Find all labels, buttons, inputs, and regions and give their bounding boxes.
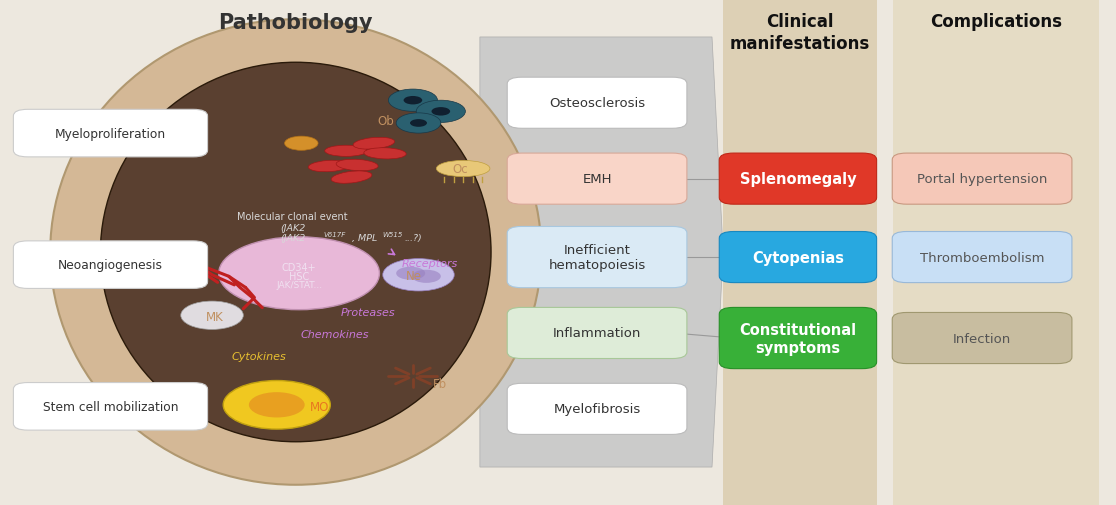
FancyBboxPatch shape [13, 110, 208, 158]
Text: Portal hypertension: Portal hypertension [917, 173, 1047, 186]
Ellipse shape [325, 146, 367, 157]
Circle shape [396, 267, 425, 280]
Text: Neoangiogenesis: Neoangiogenesis [58, 259, 163, 272]
Circle shape [219, 237, 379, 310]
Polygon shape [480, 38, 723, 467]
Circle shape [388, 90, 437, 112]
FancyBboxPatch shape [723, 0, 877, 505]
Text: Fb: Fb [433, 377, 448, 390]
Text: MK: MK [205, 311, 223, 324]
Ellipse shape [353, 138, 395, 150]
FancyBboxPatch shape [893, 313, 1072, 364]
Circle shape [432, 108, 450, 116]
FancyBboxPatch shape [13, 383, 208, 430]
Text: Ne: Ne [406, 270, 422, 283]
Text: Cytopenias: Cytopenias [752, 250, 844, 265]
FancyBboxPatch shape [507, 308, 687, 359]
Text: Inefficient
hematopoiesis: Inefficient hematopoiesis [548, 243, 646, 272]
Text: Inflammation: Inflammation [552, 327, 642, 340]
Circle shape [249, 392, 305, 418]
Ellipse shape [436, 161, 490, 177]
Ellipse shape [100, 63, 491, 442]
Text: Thromboembolism: Thromboembolism [920, 251, 1045, 264]
Ellipse shape [50, 20, 541, 485]
Text: Complications: Complications [930, 13, 1062, 31]
Text: V617F: V617F [324, 231, 346, 237]
Text: JAK/STAT...: JAK/STAT... [276, 281, 323, 290]
Text: CD34+: CD34+ [281, 263, 317, 273]
Text: Cytokines: Cytokines [231, 351, 287, 361]
FancyBboxPatch shape [507, 384, 687, 434]
Text: Proteases: Proteases [341, 307, 395, 317]
Text: ...?): ...?) [404, 234, 422, 243]
Text: Osteosclerosis: Osteosclerosis [549, 97, 645, 110]
Text: W515: W515 [383, 231, 403, 237]
Text: Pathobiology: Pathobiology [219, 13, 373, 33]
Text: Constitutional
symptoms: Constitutional symptoms [740, 322, 856, 355]
Circle shape [396, 114, 441, 134]
FancyBboxPatch shape [893, 232, 1072, 283]
Circle shape [410, 120, 427, 128]
Text: Receptors: Receptors [402, 259, 458, 269]
Ellipse shape [336, 160, 378, 171]
Text: Chemokines: Chemokines [300, 329, 369, 339]
FancyBboxPatch shape [719, 232, 877, 283]
FancyBboxPatch shape [507, 154, 687, 205]
Circle shape [383, 259, 454, 291]
FancyBboxPatch shape [507, 78, 687, 129]
Circle shape [404, 97, 422, 105]
Text: MO: MO [310, 400, 329, 414]
Text: Molecular clonal event: Molecular clonal event [237, 211, 348, 221]
Text: (JAK2: (JAK2 [280, 234, 305, 243]
FancyBboxPatch shape [13, 241, 208, 289]
Circle shape [181, 301, 243, 330]
Text: HSC: HSC [289, 272, 309, 282]
Ellipse shape [285, 137, 318, 151]
FancyBboxPatch shape [719, 308, 877, 369]
Ellipse shape [364, 148, 406, 160]
FancyBboxPatch shape [507, 227, 687, 288]
Text: Splenomegaly: Splenomegaly [740, 172, 856, 187]
FancyBboxPatch shape [719, 154, 877, 205]
Text: Infection: Infection [953, 332, 1011, 345]
Circle shape [412, 270, 441, 283]
Text: Myelofibrosis: Myelofibrosis [554, 402, 641, 416]
FancyBboxPatch shape [893, 154, 1072, 205]
Circle shape [416, 101, 465, 123]
Text: EMH: EMH [583, 173, 612, 186]
Text: Stem cell mobilization: Stem cell mobilization [42, 400, 179, 413]
Text: Oc: Oc [452, 163, 468, 176]
Ellipse shape [331, 172, 372, 184]
Text: Clinical
manifestations: Clinical manifestations [730, 13, 870, 53]
Text: Ob: Ob [377, 115, 394, 128]
Ellipse shape [308, 161, 350, 172]
Text: , MPL: , MPL [352, 234, 377, 243]
Circle shape [223, 381, 330, 429]
Text: Myeloproliferation: Myeloproliferation [55, 127, 166, 140]
FancyBboxPatch shape [893, 0, 1099, 505]
Text: (JAK2: (JAK2 [280, 224, 305, 233]
